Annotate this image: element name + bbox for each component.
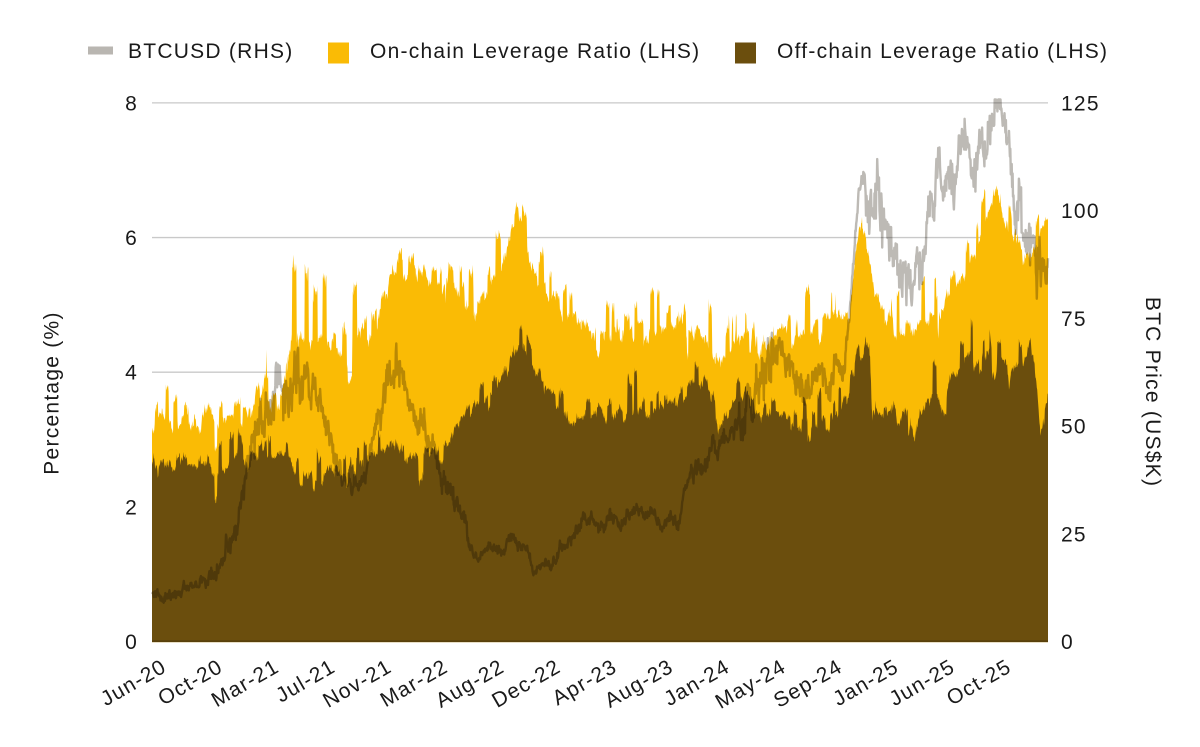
svg-text:4: 4 xyxy=(125,362,138,385)
svg-text:125: 125 xyxy=(1061,92,1100,115)
svg-text:0: 0 xyxy=(125,631,138,654)
svg-text:8: 8 xyxy=(125,92,138,115)
svg-text:6: 6 xyxy=(125,227,138,250)
svg-text:50: 50 xyxy=(1061,416,1087,439)
svg-text:100: 100 xyxy=(1061,200,1100,223)
svg-text:2: 2 xyxy=(125,496,138,519)
svg-text:25: 25 xyxy=(1061,523,1087,546)
svg-text:BTCUSD (RHS): BTCUSD (RHS) xyxy=(128,40,294,63)
svg-text:75: 75 xyxy=(1061,308,1087,331)
svg-text:Percentage (%): Percentage (%) xyxy=(41,311,64,474)
svg-text:Off-chain Leverage Ratio (LHS): Off-chain Leverage Ratio (LHS) xyxy=(777,40,1108,63)
svg-text:BTC Price (US$K): BTC Price (US$K) xyxy=(1141,297,1164,487)
svg-text:0: 0 xyxy=(1061,631,1074,654)
svg-text:On-chain Leverage Ratio (LHS): On-chain Leverage Ratio (LHS) xyxy=(370,40,700,63)
